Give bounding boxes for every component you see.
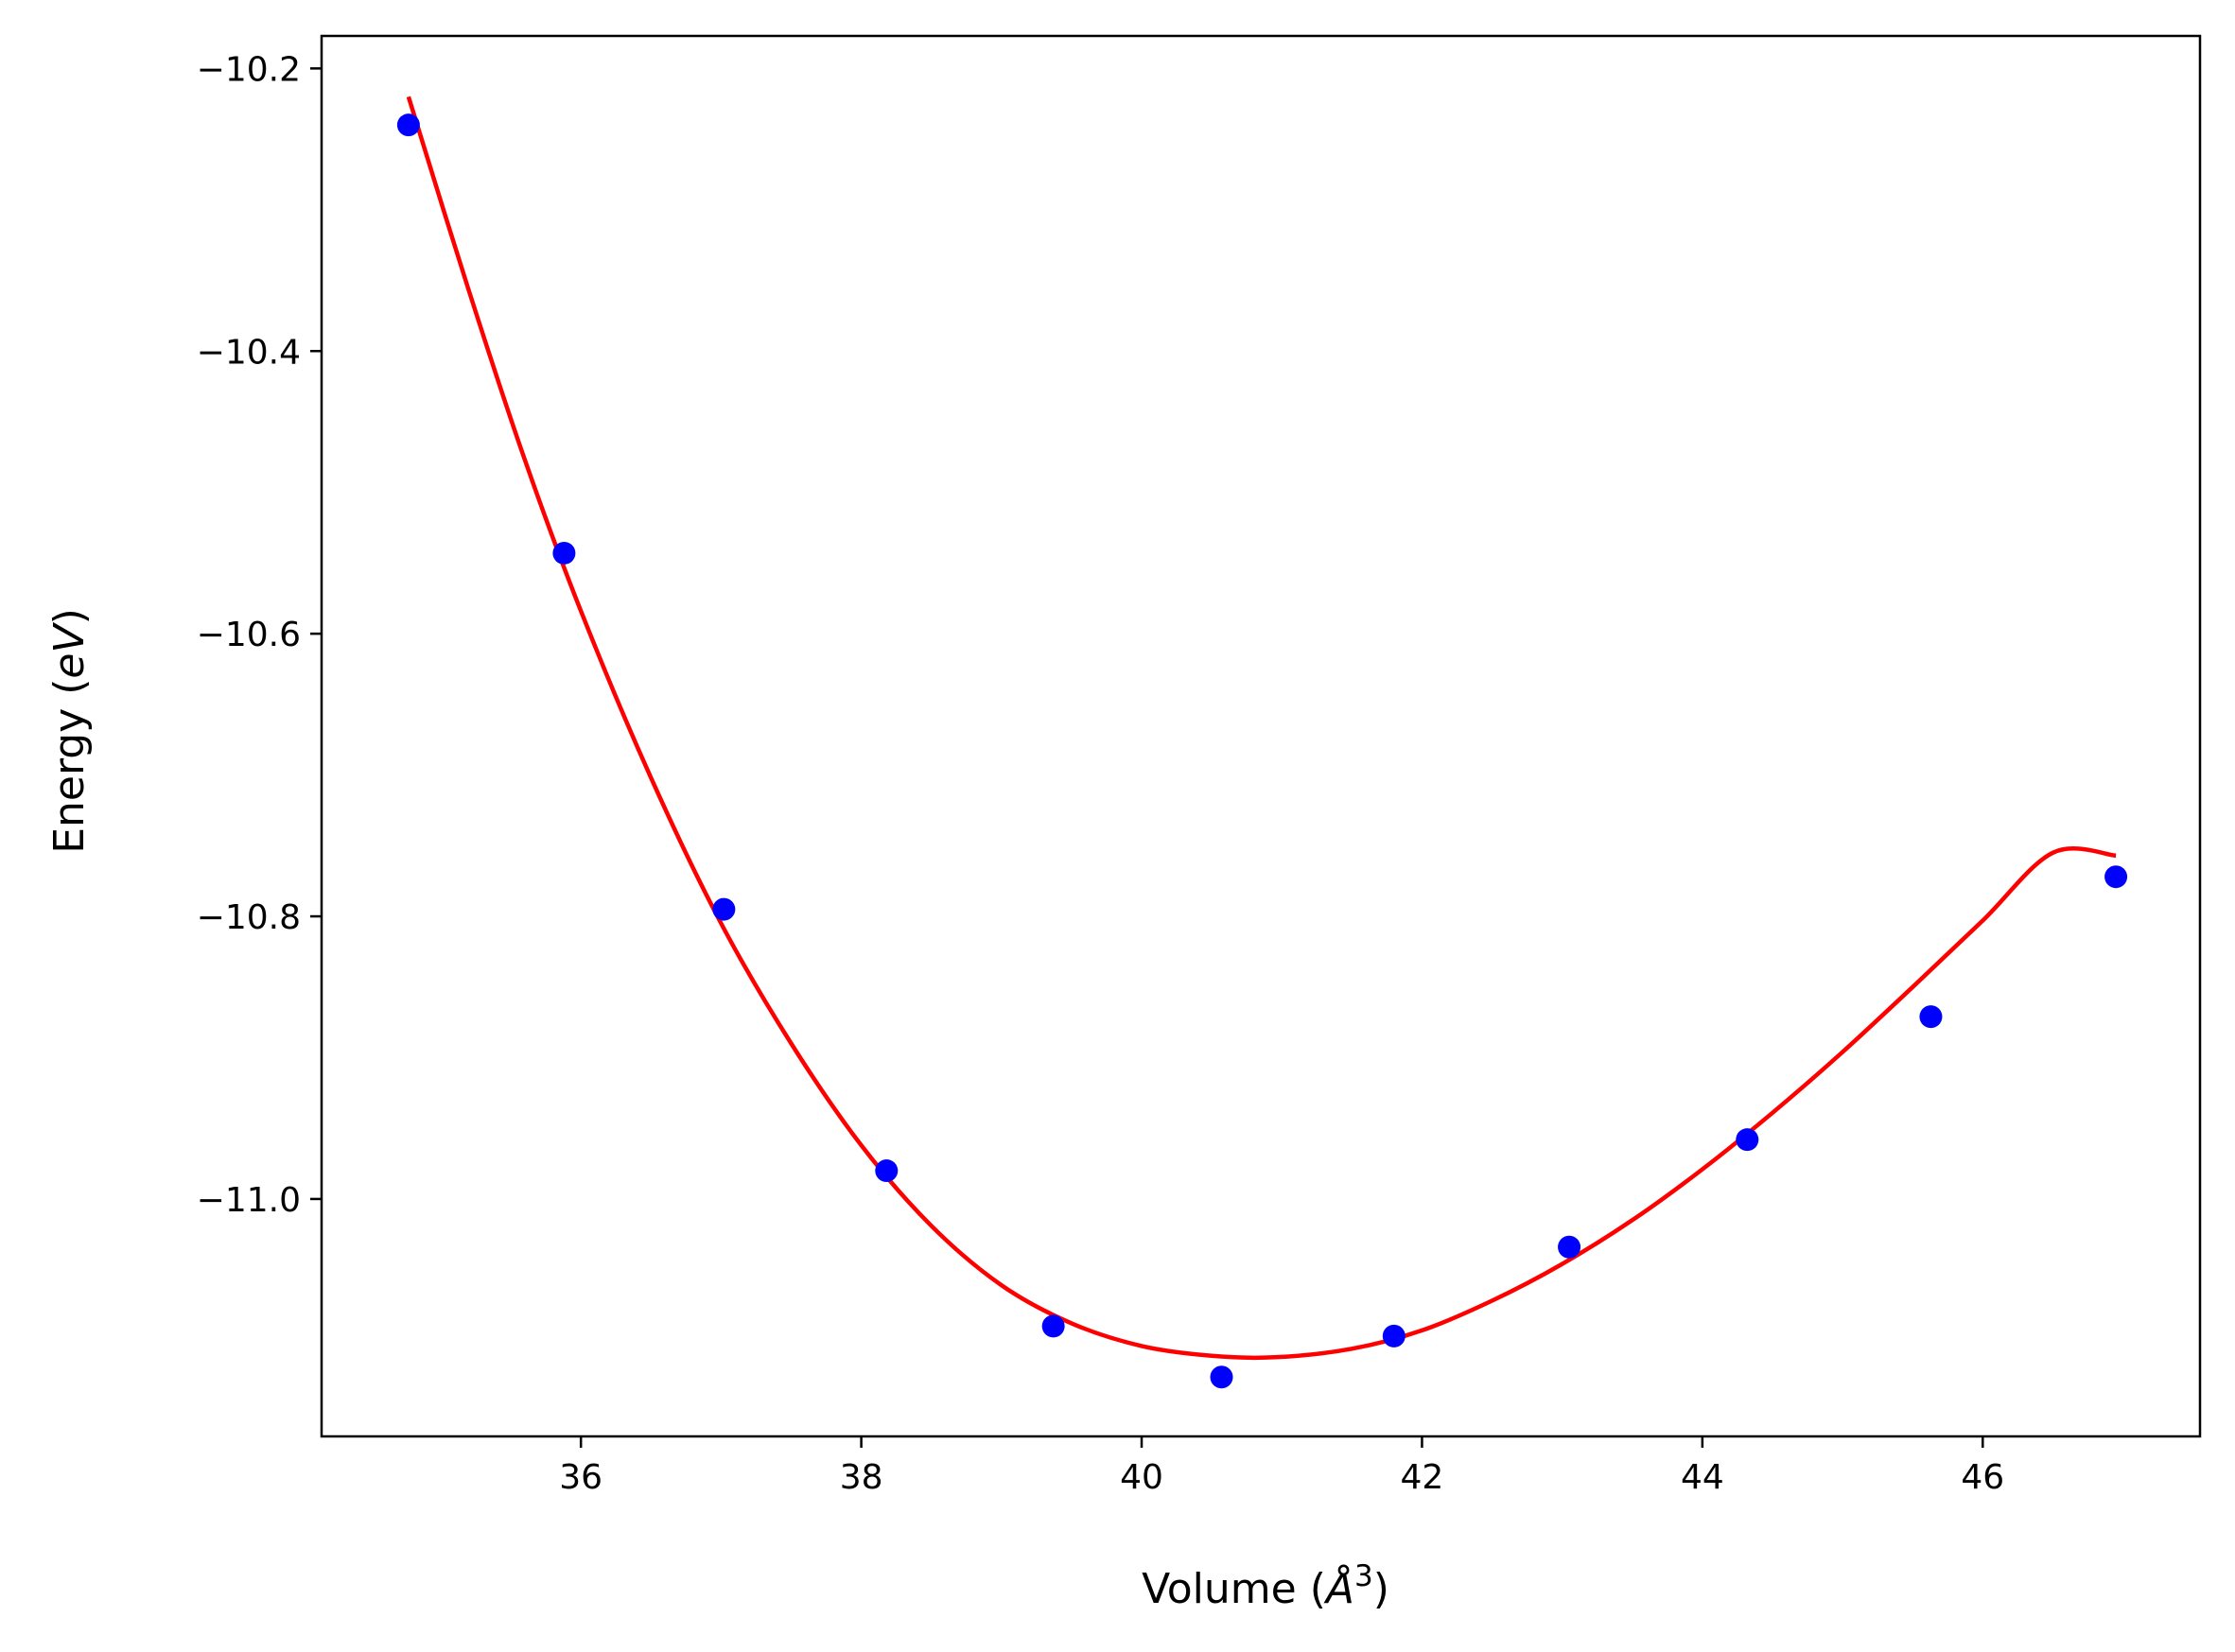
y-tick-label: −10.6 (197, 616, 301, 654)
x-tick-label: 40 (1120, 1458, 1163, 1497)
data-point (1210, 1365, 1233, 1389)
x-axis-label-suffix: ) (1373, 1565, 1389, 1613)
x-tick-label: 46 (1961, 1458, 2004, 1497)
x-axis-label-prefix: Volume ( (1142, 1565, 1326, 1613)
y-tick-label: −11.0 (197, 1181, 301, 1220)
ticks: 36 38 40 42 44 46 −10.2 −10.4 −10.6 −10.8 −11.0 (197, 50, 2005, 1497)
y-tick-label: −10.8 (197, 898, 301, 937)
plot-content (396, 96, 2128, 1389)
data-point (1558, 1235, 1581, 1259)
data-point (1041, 1314, 1065, 1338)
fit-curve (406, 96, 2117, 1361)
y-axis-label-unit: eV (45, 622, 94, 679)
data-point (875, 1159, 899, 1183)
data-point (1736, 1128, 1759, 1152)
data-point (712, 897, 736, 921)
y-tick-label: −10.2 (197, 50, 301, 89)
data-point (2104, 865, 2128, 889)
x-tick-label: 44 (1681, 1458, 1724, 1497)
plot-frame (320, 34, 2202, 1438)
x-axis-label-unit: Å (1323, 1563, 1354, 1613)
x-axis-label: Volume (Å3) (1142, 1559, 1389, 1613)
data-point (396, 113, 420, 137)
x-tick-label: 42 (1401, 1458, 1444, 1497)
y-axis-label-suffix: ) (45, 608, 94, 624)
y-axis-label-prefix: Energy ( (45, 679, 94, 854)
x-tick-label: 38 (840, 1458, 883, 1497)
y-tick-label: −10.4 (197, 333, 301, 372)
x-axis-label-power: 3 (1354, 1559, 1373, 1593)
data-point (552, 541, 576, 565)
x-tick-label: 36 (559, 1458, 602, 1497)
y-axis-label: Energy (eV) (45, 608, 94, 854)
data-point (1919, 1005, 1943, 1029)
data-point (1382, 1324, 1406, 1348)
